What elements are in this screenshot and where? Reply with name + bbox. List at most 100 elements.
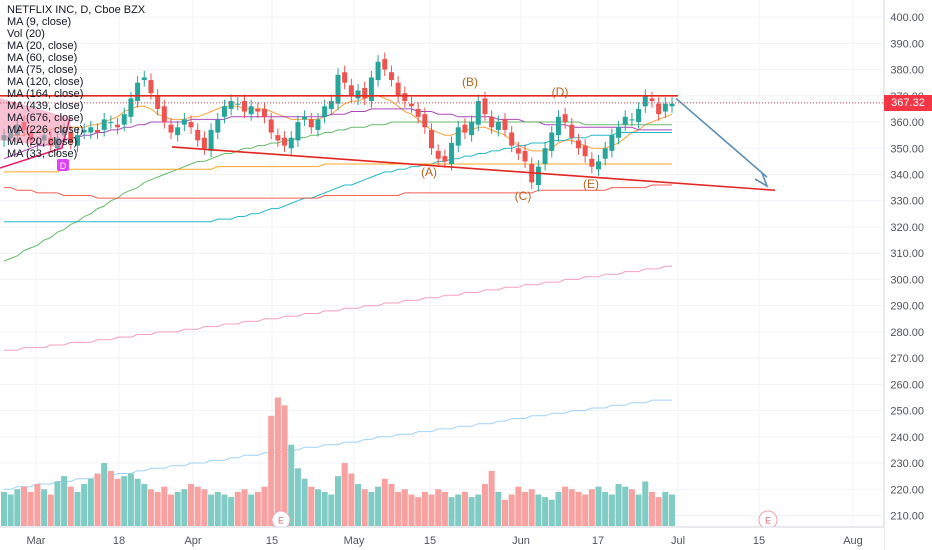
volume-bar xyxy=(562,486,569,526)
price-tick-label: 360.00 xyxy=(890,117,924,129)
candle-body xyxy=(435,150,441,159)
volume-bar xyxy=(101,463,108,526)
volume-bar xyxy=(241,489,248,526)
candle-body xyxy=(168,124,174,133)
legend-item[interactable]: MA (75, close) xyxy=(7,64,78,76)
volume-bar xyxy=(575,491,582,526)
volume-bar xyxy=(348,473,355,526)
candle-body xyxy=(522,150,528,162)
legend-item[interactable]: MA (33, close) xyxy=(7,148,78,160)
candle-body xyxy=(188,122,194,128)
candle-body xyxy=(121,114,127,125)
wave-label: (A) xyxy=(421,165,437,179)
chart-marks xyxy=(1,52,675,526)
legend-item[interactable]: MA (226, close) xyxy=(7,124,84,136)
time-tick-label: 18 xyxy=(113,535,125,547)
candle-body xyxy=(609,135,615,151)
volume-bar xyxy=(335,476,341,526)
volume-bar xyxy=(595,486,602,526)
volume-bar xyxy=(221,494,228,526)
legend-item[interactable]: MA (164, close) xyxy=(7,88,84,100)
candle-body xyxy=(348,85,354,96)
volume-bar xyxy=(648,491,655,526)
legend-item[interactable]: MA (60, close) xyxy=(7,52,78,64)
earnings-marker-label: E xyxy=(765,516,771,526)
volume-bar xyxy=(208,494,215,526)
support-line xyxy=(171,146,776,192)
volume-bar xyxy=(455,494,462,526)
price-tick-label: 280.00 xyxy=(890,327,924,339)
volume-bar xyxy=(194,486,201,526)
candle-body xyxy=(135,82,141,102)
legend-item[interactable]: MA (9, close) xyxy=(7,16,72,28)
volume-bar xyxy=(214,491,221,526)
pattern-badge xyxy=(57,159,69,171)
price-tick-label: 350.00 xyxy=(890,143,924,155)
volume-bar xyxy=(608,494,615,526)
candle-body xyxy=(322,106,328,117)
legend-item[interactable]: MA (20, close) xyxy=(7,136,78,148)
volume-bar xyxy=(74,491,81,526)
price-tick-label: 390.00 xyxy=(890,38,924,50)
candle-body xyxy=(362,87,368,99)
volume-bar xyxy=(321,491,328,526)
candle-body xyxy=(368,77,374,102)
time-tick-label: 15 xyxy=(266,535,278,547)
candle-body xyxy=(221,106,227,117)
candle-body xyxy=(415,108,421,117)
candle-body xyxy=(582,145,588,157)
candle-body xyxy=(74,135,80,146)
volume-bar xyxy=(188,484,195,526)
volume-bar xyxy=(548,499,555,526)
last-price-tag: 367.32 xyxy=(884,95,932,111)
legend-item[interactable]: MA (20, close) xyxy=(7,40,78,52)
candle-body xyxy=(141,77,147,81)
candle-body xyxy=(215,119,221,133)
volume-bar xyxy=(395,491,402,526)
volume-bar xyxy=(81,484,88,526)
volume-bar xyxy=(401,489,408,526)
volume-bar xyxy=(602,491,609,526)
price-tick-label: 310.00 xyxy=(890,248,924,260)
volume-bar xyxy=(381,478,388,526)
volume-bar xyxy=(87,478,94,526)
volume-bar xyxy=(21,486,28,526)
legend-item[interactable]: MA (120, close) xyxy=(7,76,84,88)
price-tick-label: 290.00 xyxy=(890,301,924,313)
volume-bar xyxy=(388,484,395,526)
wave-label: (E) xyxy=(583,177,599,191)
volume-bar xyxy=(268,415,275,526)
candle-body xyxy=(68,132,74,144)
volume-bar xyxy=(301,478,308,526)
candle-body xyxy=(101,119,107,130)
drawing-overlay: D (A) (B) (C) (D) (E) E E xyxy=(0,75,778,530)
volume-bar xyxy=(161,486,168,526)
candle-body xyxy=(429,129,435,149)
volume-bar xyxy=(435,489,442,526)
candle-body xyxy=(629,119,635,121)
volume-bar xyxy=(47,494,54,526)
volume-bar xyxy=(555,491,562,526)
candle-body xyxy=(575,140,581,149)
time-tick-label: 17 xyxy=(592,535,604,547)
time-tick-label: 15 xyxy=(424,535,436,547)
legend-item[interactable]: MA (439, close) xyxy=(7,100,84,112)
volume-bar xyxy=(328,494,335,526)
volume-bar xyxy=(475,494,482,526)
candle-body xyxy=(195,129,201,141)
candle-body xyxy=(495,122,501,130)
legend-item[interactable]: Vol (20) xyxy=(7,28,45,40)
volume-bar xyxy=(234,491,241,526)
candle-body xyxy=(636,108,642,123)
price-tick-label: 210.00 xyxy=(890,511,924,523)
candle-body xyxy=(656,103,662,115)
volume-bar xyxy=(508,494,515,526)
volume-bar xyxy=(568,489,575,526)
volume-bar xyxy=(134,478,141,526)
candle-body xyxy=(449,143,455,165)
volume-bar xyxy=(154,491,161,526)
legend-item[interactable]: MA (676, close) xyxy=(7,112,84,124)
symbol-title[interactable]: NETFLIX INC, D, Cboe BZX xyxy=(7,4,146,16)
